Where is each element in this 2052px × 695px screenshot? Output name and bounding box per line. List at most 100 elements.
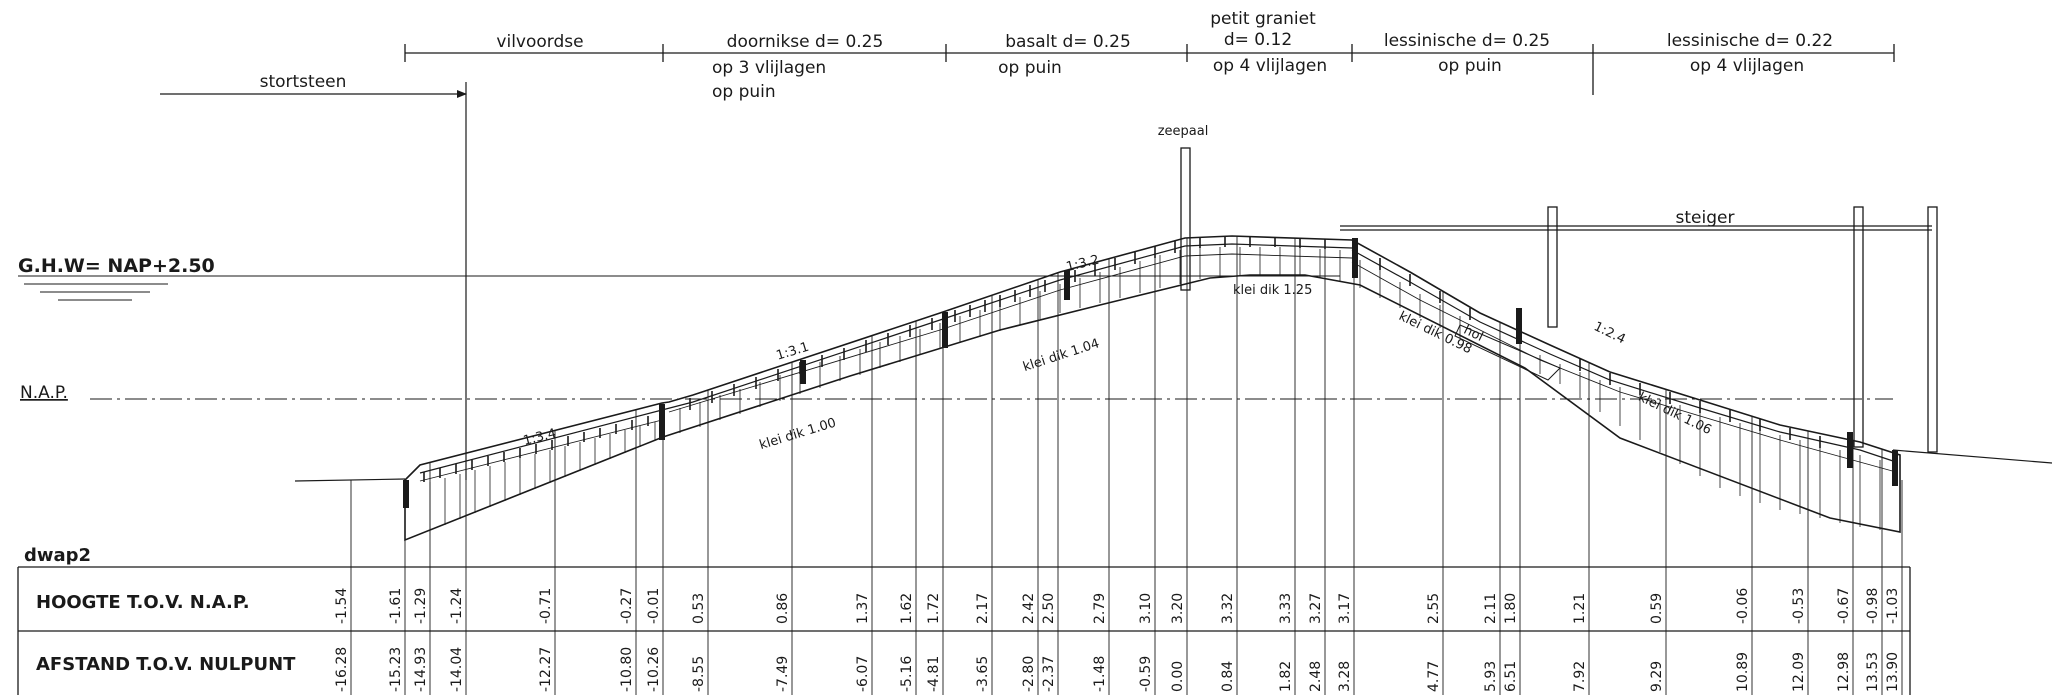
afstand-value: -10.26	[646, 647, 662, 692]
hoogte-value: -1.61	[388, 588, 404, 624]
afstand-value: 12.98	[1836, 652, 1852, 692]
zone-petit-graniet-label-2: d= 0.12	[1224, 30, 1292, 50]
afstand-value: -15.23	[388, 647, 404, 692]
hoogte-value: 1.72	[926, 593, 942, 624]
zone-lessinische-2-label: lessinische d= 0.22	[1667, 31, 1833, 51]
afstand-value: -2.37	[1041, 656, 1057, 692]
hoogte-value: -0.71	[538, 588, 554, 624]
klei-label-5: klei dik 1.06	[1636, 390, 1714, 438]
water-levels: G.H.W= NAP+2.50 N.A.P.	[18, 255, 1893, 403]
afstand-value: 10.89	[1735, 652, 1751, 692]
hoogte-value: 1.62	[899, 593, 915, 624]
hoogte-value: 3.33	[1278, 593, 1294, 624]
afstand-value: 6.51	[1503, 661, 1519, 692]
row-label-hoogte: HOOGTE T.O.V. N.A.P.	[36, 592, 250, 613]
ground-right	[1892, 449, 2052, 464]
hoogte-value: -1.29	[413, 588, 429, 624]
afstand-value: -0.59	[1138, 656, 1154, 692]
dike-body	[403, 235, 1901, 542]
hoogte-value: -0.53	[1791, 588, 1807, 624]
stortsteen-indicator: stortsteen	[160, 72, 467, 480]
afstand-value: -1.48	[1092, 656, 1108, 692]
hoogte-value: -0.01	[646, 588, 662, 624]
hoogte-value: 1.37	[855, 593, 871, 624]
afstand-value: -14.93	[413, 647, 429, 692]
zone-basalt-label: basalt d= 0.25	[1005, 32, 1131, 52]
station-lines	[350, 236, 1903, 695]
hoogte-values: -1.54 -1.61 -1.29 -1.24 -0.71 -0.27 -0.01 0.53 0…	[334, 588, 1901, 624]
hoogte-value: 3.27	[1308, 593, 1324, 624]
afstand-value: -10.80	[619, 647, 635, 692]
hoogte-value: 3.10	[1138, 593, 1154, 624]
klei-label-2: klei dik 1.04	[1021, 336, 1101, 375]
hoogte-value: 0.59	[1649, 593, 1665, 624]
hoogte-value: 0.86	[775, 593, 791, 624]
afstand-value: -5.16	[899, 656, 915, 692]
ground-left	[294, 478, 406, 482]
hoogte-value: -1.54	[334, 588, 350, 624]
zone-lessinische-1-sub: op puin	[1438, 56, 1502, 76]
zeepaal-label: zeepaal	[1158, 124, 1209, 139]
hoogte-value: -0.06	[1735, 588, 1751, 624]
afstand-value: 2.48	[1308, 661, 1324, 692]
zone-lessinische-1-label: lessinische d= 0.25	[1384, 31, 1550, 51]
nap-label: N.A.P.	[20, 383, 68, 403]
zone-doornikse-sub1: op 3 vlijlagen	[712, 58, 826, 78]
afstand-value: 7.92	[1572, 661, 1588, 692]
afstand-value: 0.84	[1220, 661, 1236, 692]
afstand-value: 4.77	[1426, 661, 1442, 692]
hoogte-value: 2.11	[1483, 593, 1499, 624]
hoogte-value: 2.79	[1092, 593, 1108, 624]
slope-label-4: 1:2.4	[1591, 319, 1628, 347]
afstand-value: 13.53	[1865, 652, 1881, 692]
hoogte-value: 1.21	[1572, 593, 1588, 624]
hoogte-value: -0.67	[1836, 588, 1852, 624]
hoogte-value: 1.80	[1503, 593, 1519, 624]
hoogte-value: 2.17	[975, 593, 991, 624]
stortsteen-label: stortsteen	[260, 72, 347, 92]
zone-petit-graniet-label-1: petit graniet	[1210, 9, 1316, 29]
zone-vilvoordse-label: vilvoordse	[496, 32, 583, 52]
zeepaal-post: zeepaal	[1158, 124, 1209, 291]
steiger-label: steiger	[1676, 208, 1735, 228]
afstand-value: -7.49	[775, 656, 791, 692]
hoogte-value: 3.17	[1337, 593, 1353, 624]
hoogte-value: -1.24	[449, 588, 465, 624]
klei-label-1: klei dik 1.00	[758, 416, 838, 454]
afstand-value: -12.27	[538, 647, 554, 692]
hoogte-value: -0.98	[1865, 588, 1881, 624]
afstand-value: 3.28	[1337, 661, 1353, 692]
afstand-values: -16.28 -15.23 -14.93 -14.04 -12.27 -10.80 -10.…	[334, 647, 1901, 692]
steiger-jetty	[1340, 206, 1938, 453]
zone-doornikse-sub2: op puin	[712, 82, 776, 102]
afstand-value: -8.55	[691, 656, 707, 692]
zone-lessinische-2-sub: op 4 vlijlagen	[1690, 56, 1804, 76]
afstand-value: -4.81	[926, 656, 942, 692]
hoogte-value: 0.53	[691, 593, 707, 624]
zone-doornikse-label: doornikse d= 0.25	[727, 32, 884, 52]
zone-petit-graniet-sub: op 4 vlijlagen	[1213, 56, 1327, 76]
zone-labels: vilvoordse doornikse d= 0.25 op 3 vlijla…	[496, 9, 1833, 102]
hoogte-value: 2.42	[1021, 593, 1037, 624]
afstand-value: 13.90	[1885, 652, 1901, 692]
afstand-value: 0.00	[1170, 661, 1186, 692]
afstand-value: -3.65	[975, 656, 991, 692]
afstand-value: 1.82	[1278, 661, 1294, 692]
hoogte-value: 2.55	[1426, 593, 1442, 624]
afstand-value: -6.07	[855, 656, 871, 692]
klei-label-3: klei dik 1.25	[1233, 283, 1312, 298]
hoogte-value: 3.20	[1170, 593, 1186, 624]
afstand-value: 9.29	[1649, 661, 1665, 692]
profile-table: dwap2 HOOGTE T.O.V. N.A.P. AFSTAND T.O.V…	[17, 545, 1911, 695]
hoogte-value: -0.27	[619, 588, 635, 624]
hoogte-value: -1.03	[1885, 588, 1901, 624]
hoogte-value: 3.32	[1220, 593, 1236, 624]
zone-dimension-line	[404, 44, 1895, 95]
ghw-label: G.H.W= NAP+2.50	[18, 255, 215, 277]
afstand-value: -2.80	[1021, 656, 1037, 692]
hoogte-value: 2.50	[1041, 593, 1057, 624]
row-label-afstand: AFSTAND T.O.V. NULPUNT	[36, 654, 296, 675]
afstand-value: 5.93	[1483, 661, 1499, 692]
zone-basalt-sub: op puin	[998, 58, 1062, 78]
